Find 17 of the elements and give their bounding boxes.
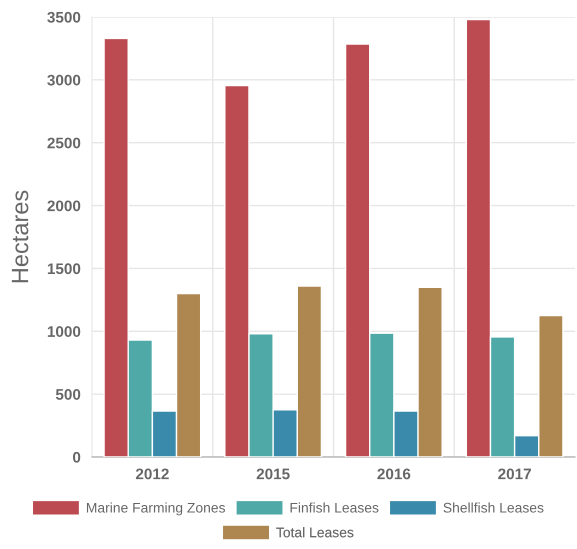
x-tick-label: 2017 [498, 468, 531, 480]
y-axis-title: Hectares [12, 190, 28, 282]
y-tick-label: 500 [56, 389, 80, 400]
y-tick-label: 0 [72, 452, 80, 463]
y-tick-label: 1500 [48, 263, 80, 274]
legend-label: Total Leases [276, 527, 354, 538]
x-tick-label: 2012 [136, 468, 169, 480]
x-tick-label: 2016 [377, 468, 410, 480]
legend-label: Finfish Leases [290, 502, 378, 513]
y-tick-label: 2000 [47, 200, 80, 212]
y-tick-label: 3000 [47, 74, 80, 86]
x-tick-label: 2015 [256, 468, 290, 480]
legend-label: Marine Farming Zones [86, 502, 226, 516]
y-tick-label: 2500 [47, 138, 80, 148]
y-tick-label: 1000 [48, 326, 80, 337]
legend-label: Shellfish Leases [443, 502, 544, 513]
y-tick-label: 3500 [47, 12, 80, 23]
